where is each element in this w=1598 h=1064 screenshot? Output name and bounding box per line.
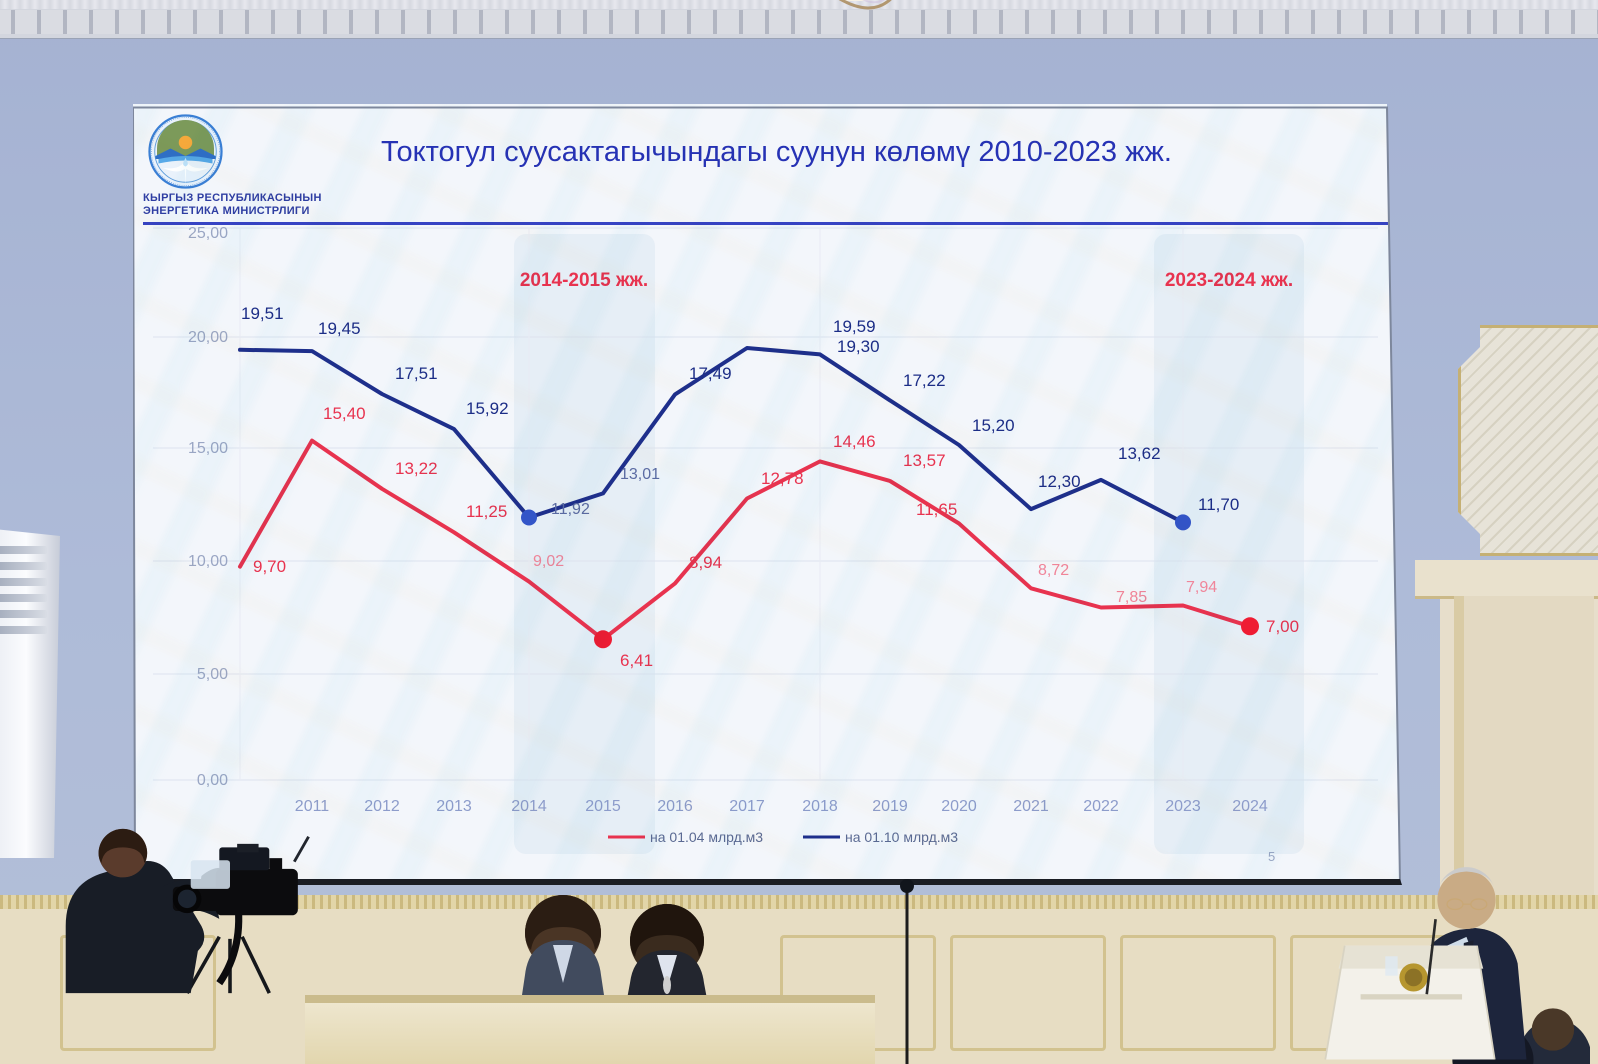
svg-text:25,00: 25,00 <box>188 225 228 242</box>
svg-text:11,70: 11,70 <box>1198 495 1239 514</box>
svg-text:2014: 2014 <box>511 798 547 815</box>
svg-text:11,25: 11,25 <box>466 502 507 521</box>
svg-text:13,01: 13,01 <box>620 466 660 483</box>
svg-text:2022: 2022 <box>1083 798 1119 815</box>
svg-text:2012: 2012 <box>364 798 400 815</box>
svg-text:13,57: 13,57 <box>903 451 946 470</box>
svg-text:на 01.10 млрд.м3: на 01.10 млрд.м3 <box>845 829 958 845</box>
svg-text:11,65: 11,65 <box>916 500 957 519</box>
svg-text:2023: 2023 <box>1165 798 1201 815</box>
svg-text:2018: 2018 <box>802 798 838 815</box>
svg-text:8,94: 8,94 <box>689 553 722 572</box>
svg-text:12,78: 12,78 <box>761 469 804 488</box>
svg-text:19,51: 19,51 <box>241 304 284 323</box>
svg-text:7,94: 7,94 <box>1186 579 1217 596</box>
svg-text:2017: 2017 <box>729 798 765 815</box>
svg-text:13,22: 13,22 <box>395 459 438 478</box>
svg-text:2020: 2020 <box>941 798 977 815</box>
svg-text:11,92: 11,92 <box>551 501 590 518</box>
svg-text:7,85: 7,85 <box>1116 589 1147 606</box>
svg-text:9,70: 9,70 <box>253 557 286 576</box>
svg-text:15,40: 15,40 <box>323 404 366 423</box>
svg-text:8,72: 8,72 <box>1038 562 1069 579</box>
svg-text:2015: 2015 <box>585 798 621 815</box>
svg-text:2013: 2013 <box>436 798 472 815</box>
svg-text:13,62: 13,62 <box>1118 444 1161 463</box>
svg-text:на 01.04 млрд.м3: на 01.04 млрд.м3 <box>650 829 763 845</box>
svg-text:5: 5 <box>1268 849 1275 864</box>
svg-text:10,00: 10,00 <box>188 553 228 570</box>
svg-text:19,30: 19,30 <box>837 337 880 356</box>
svg-text:20,00: 20,00 <box>188 329 228 346</box>
svg-text:15,20: 15,20 <box>972 416 1015 435</box>
svg-text:12,30: 12,30 <box>1038 472 1081 491</box>
svg-text:17,49: 17,49 <box>689 364 732 383</box>
svg-text:2016: 2016 <box>657 798 693 815</box>
svg-text:19,59: 19,59 <box>833 317 876 336</box>
svg-text:19,45: 19,45 <box>318 319 361 338</box>
svg-text:6,41: 6,41 <box>620 651 653 670</box>
svg-text:2024: 2024 <box>1232 798 1268 815</box>
svg-text:5,00: 5,00 <box>197 666 228 683</box>
svg-text:14,46: 14,46 <box>833 432 876 451</box>
svg-text:2023-2024 жж.: 2023-2024 жж. <box>1165 270 1293 291</box>
svg-text:9,02: 9,02 <box>533 553 564 570</box>
svg-text:17,51: 17,51 <box>395 364 438 383</box>
svg-text:17,22: 17,22 <box>903 371 946 390</box>
svg-text:15,92: 15,92 <box>466 399 509 418</box>
svg-text:7,00: 7,00 <box>1266 617 1299 636</box>
svg-text:2019: 2019 <box>872 798 908 815</box>
svg-text:15,00: 15,00 <box>188 440 228 457</box>
svg-text:2014-2015 жж.: 2014-2015 жж. <box>520 270 648 291</box>
svg-text:2021: 2021 <box>1013 798 1049 815</box>
